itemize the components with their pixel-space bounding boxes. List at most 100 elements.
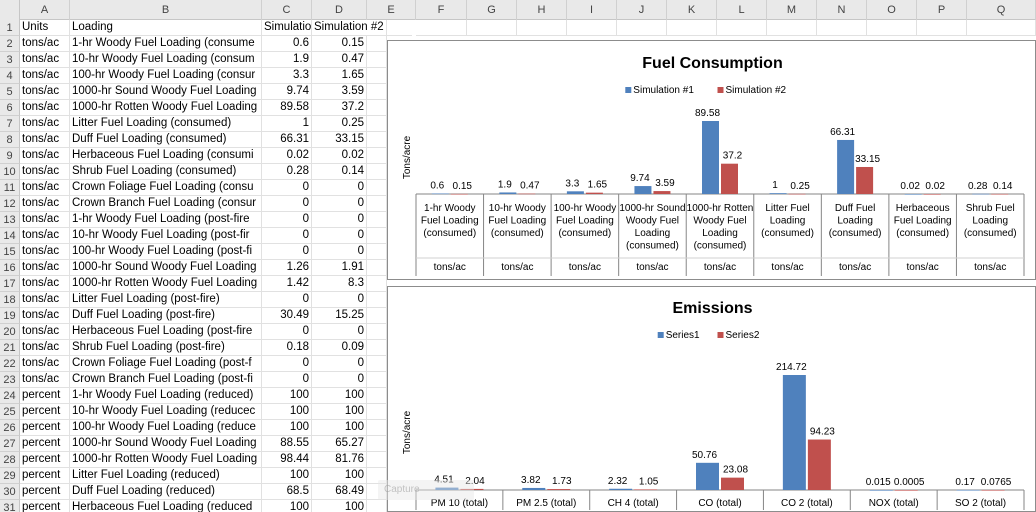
cell[interactable]	[667, 20, 717, 36]
bar[interactable]	[450, 193, 468, 195]
cell[interactable]: Simulatio	[262, 20, 312, 36]
cell[interactable]	[416, 20, 467, 36]
row-header[interactable]: 8	[0, 132, 20, 148]
cell[interactable]: 100	[312, 468, 367, 484]
row-header[interactable]: 22	[0, 356, 20, 372]
cell[interactable]: Crown Foliage Fuel Loading (consu	[70, 180, 262, 196]
cell[interactable]: percent	[20, 452, 70, 468]
row-header[interactable]: 4	[0, 68, 20, 84]
cell[interactable]: 1.42	[262, 276, 312, 292]
column-header-c[interactable]: C	[262, 0, 312, 20]
cell[interactable]	[367, 100, 387, 116]
cell[interactable]: 0.25	[312, 116, 367, 132]
cell[interactable]	[367, 484, 387, 500]
cell[interactable]: 1-hr Woody Fuel Loading (post-fire	[70, 212, 262, 228]
bar[interactable]	[702, 121, 719, 194]
cell[interactable]	[367, 52, 387, 68]
cell[interactable]: 33.15	[312, 132, 367, 148]
cell[interactable]: Crown Branch Fuel Loading (consur	[70, 196, 262, 212]
row-header[interactable]: 7	[0, 116, 20, 132]
cell[interactable]: 0.09	[312, 340, 367, 356]
cell[interactable]: 0.6	[262, 36, 312, 52]
cell[interactable]	[367, 164, 387, 180]
cell[interactable]	[517, 20, 567, 36]
cell[interactable]: Simulation #2	[312, 20, 412, 36]
cell[interactable]: Litter Fuel Loading (consumed)	[70, 116, 262, 132]
cell[interactable]: Shrub Fuel Loading (post-fire)	[70, 340, 262, 356]
row-header[interactable]: 23	[0, 372, 20, 388]
cell[interactable]: tons/ac	[20, 244, 70, 260]
bar[interactable]	[904, 193, 922, 195]
bar[interactable]	[788, 193, 806, 195]
cell[interactable]	[367, 84, 387, 100]
cell[interactable]: 1-hr Woody Fuel Loading (consume	[70, 36, 262, 52]
cell[interactable]	[367, 372, 387, 388]
cell[interactable]	[867, 20, 917, 36]
cell[interactable]: Crown Foliage Fuel Loading (post-f	[70, 356, 262, 372]
cell[interactable]: 0	[312, 356, 367, 372]
select-all-corner[interactable]	[0, 0, 20, 20]
row-header[interactable]: 31	[0, 500, 20, 512]
row-header[interactable]: 15	[0, 244, 20, 260]
row-header[interactable]: 25	[0, 404, 20, 420]
cell[interactable]: Herbaceous Fuel Loading (reduced	[70, 500, 262, 512]
cell[interactable]: 1000-hr Sound Woody Fuel Loading	[70, 260, 262, 276]
bar[interactable]	[807, 439, 831, 490]
cell[interactable]	[367, 356, 387, 372]
cell[interactable]: tons/ac	[20, 356, 70, 372]
cell[interactable]: 66.31	[262, 132, 312, 148]
cell[interactable]: tons/ac	[20, 164, 70, 180]
cell[interactable]	[367, 180, 387, 196]
cell[interactable]: tons/ac	[20, 276, 70, 292]
cell[interactable]: 3.59	[312, 84, 367, 100]
cell[interactable]: 1000-hr Sound Woody Fuel Loading	[70, 436, 262, 452]
cell[interactable]: 100	[262, 388, 312, 404]
cell[interactable]: Duff Fuel Loading (post-fire)	[70, 308, 262, 324]
cell[interactable]: percent	[20, 468, 70, 484]
cell[interactable]: tons/ac	[20, 52, 70, 68]
cell[interactable]: 65.27	[312, 436, 367, 452]
cell[interactable]: 0	[312, 324, 367, 340]
cell[interactable]	[367, 244, 387, 260]
row-header[interactable]: 3	[0, 52, 20, 68]
cell[interactable]: tons/ac	[20, 308, 70, 324]
bar[interactable]	[923, 193, 941, 195]
cell[interactable]: Herbaceous Fuel Loading (post-fire	[70, 324, 262, 340]
bar[interactable]	[981, 489, 1005, 491]
cell[interactable]: 0	[312, 372, 367, 388]
cell[interactable]	[617, 20, 667, 36]
row-header[interactable]: 10	[0, 164, 20, 180]
cell[interactable]: 100	[312, 388, 367, 404]
bar[interactable]	[566, 191, 584, 194]
cell[interactable]: 1	[262, 116, 312, 132]
cell[interactable]: 100	[312, 500, 367, 512]
cell[interactable]	[367, 468, 387, 484]
cell[interactable]	[367, 20, 387, 36]
column-header-h[interactable]: H	[517, 0, 567, 20]
column-header-q[interactable]: Q	[967, 0, 1036, 20]
row-header[interactable]: 17	[0, 276, 20, 292]
row-header[interactable]: 5	[0, 84, 20, 100]
column-header-i[interactable]: I	[567, 0, 617, 20]
column-header-o[interactable]: O	[867, 0, 917, 20]
cell[interactable]: 3.3	[262, 68, 312, 84]
cell[interactable]	[467, 20, 517, 36]
bar[interactable]	[435, 487, 459, 490]
cell[interactable]: 1000-hr Rotten Woody Fuel Loading	[70, 100, 262, 116]
cell[interactable]: 0	[262, 244, 312, 260]
cell[interactable]	[567, 20, 617, 36]
bar[interactable]	[721, 163, 738, 194]
bar[interactable]	[972, 193, 990, 195]
cell[interactable]: tons/ac	[20, 84, 70, 100]
cell[interactable]: 0	[262, 228, 312, 244]
cell[interactable]	[367, 228, 387, 244]
cell[interactable]: 9.74	[262, 84, 312, 100]
cell[interactable]	[367, 500, 387, 512]
row-header[interactable]: 9	[0, 148, 20, 164]
cell[interactable]: 0	[312, 228, 367, 244]
row-header[interactable]: 18	[0, 292, 20, 308]
cell[interactable]	[367, 324, 387, 340]
cell[interactable]: 0	[262, 372, 312, 388]
cell[interactable]: Duff Fuel Loading (consumed)	[70, 132, 262, 148]
cell[interactable]: 1.91	[312, 260, 367, 276]
